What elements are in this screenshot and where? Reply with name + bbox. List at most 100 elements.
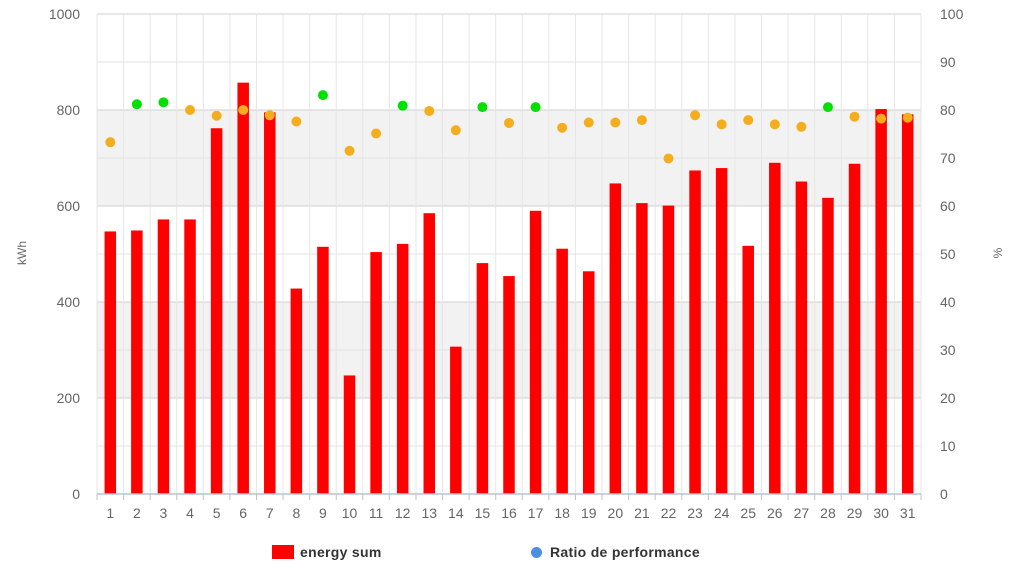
bar-energy-day-8 [290,288,303,494]
legend: energy sum Ratio de performance [0,540,1024,568]
bar-energy-day-25 [742,245,754,494]
bar-energy-day-15 [476,263,489,494]
point-ratio-day-27 [796,121,807,132]
x-tick-label: 31 [900,505,916,521]
energy-bars [104,82,914,495]
legend-item-ratio[interactable]: Ratio de performance [531,544,700,560]
point-ratio-day-31 [902,112,913,123]
x-tick-label: 3 [160,505,168,521]
x-tick-label: 13 [421,505,437,521]
bar-energy-day-20 [609,183,622,494]
left-tick-label: 600 [57,198,81,214]
point-ratio-day-23 [690,110,701,121]
right-tick-label: 40 [940,294,956,310]
bar-energy-day-1 [104,231,117,494]
x-tick-label: 12 [395,505,411,521]
x-tick-label: 19 [581,505,597,521]
bar-energy-day-27 [795,181,808,494]
right-tick-label: 30 [940,342,956,358]
bar-energy-day-2 [131,230,143,495]
point-ratio-day-24 [716,119,727,130]
left-axis-title: kWh [15,241,29,265]
point-ratio-day-5 [211,110,222,121]
bar-energy-day-16 [503,276,515,494]
bar-energy-day-21 [636,203,648,494]
ratio-swatch [531,546,542,558]
bar-energy-day-4 [184,219,196,494]
bar-energy-day-22 [662,205,675,494]
bar-energy-day-9 [317,246,329,494]
left-axis-ticks: 0 200 400 600 800 1000 [49,6,80,502]
bar-energy-day-5 [210,128,223,495]
x-tick-label: 9 [319,505,327,521]
point-ratio-day-15 [477,102,488,113]
point-ratio-day-22 [663,153,674,164]
right-tick-label: 60 [940,198,956,214]
point-ratio-day-2 [131,99,142,110]
x-tick-label: 27 [794,505,810,521]
bar-energy-day-26 [769,162,781,495]
bar-energy-day-28 [822,197,834,494]
bar-energy-day-6 [237,82,249,494]
point-ratio-day-6 [238,105,249,115]
x-tick-label: 10 [342,505,358,521]
point-ratio-day-13 [424,105,435,116]
point-ratio-day-11 [371,128,382,139]
x-tick-label: 1 [106,505,114,521]
x-tick-label: 26 [767,505,783,521]
point-ratio-day-30 [876,113,887,124]
x-tick-label: 29 [847,505,863,521]
bar-energy-day-7 [264,112,276,495]
x-tick-label: 23 [687,505,703,521]
left-tick-label: 400 [57,294,81,310]
point-ratio-day-19 [583,117,594,128]
bar-energy-day-24 [715,168,728,494]
point-ratio-day-16 [504,117,514,128]
left-tick-label: 1000 [49,6,80,22]
bar-energy-day-30 [875,109,887,494]
right-axis-ticks: 0 10 20 30 40 50 60 70 80 90 100 [940,6,964,502]
x-tick-label: 22 [661,505,677,521]
bar-energy-day-14 [450,346,462,494]
point-ratio-day-7 [264,110,275,121]
x-tick-label: 16 [501,505,517,521]
ratio-points [105,90,913,164]
point-ratio-day-20 [610,117,621,128]
x-tick-label: 25 [740,505,756,521]
point-ratio-day-26 [769,119,780,130]
point-ratio-day-12 [397,100,408,111]
legend-item-energy-sum[interactable]: energy sum [272,544,382,560]
bar-energy-day-10 [343,375,356,494]
bar-energy-day-31 [901,114,914,494]
x-tick-label: 6 [239,505,247,521]
bar-energy-day-17 [529,210,542,495]
right-tick-label: 80 [940,102,956,118]
point-ratio-day-3 [158,97,169,108]
x-tick-label: 24 [714,505,730,521]
point-ratio-day-29 [849,111,860,122]
point-ratio-day-8 [291,116,302,127]
x-tick-label: 14 [448,505,464,521]
left-tick-label: 800 [57,102,81,118]
right-axis-title: % [991,247,1005,258]
right-tick-label: 70 [940,150,956,166]
x-tick-label: 7 [266,505,274,521]
x-axis-ticks: 1 2 3 4 5 6 7 8 9 10 11 12 13 14 15 16 17 18 19 20 21 22 23 24 2… [106,505,915,521]
bar-energy-day-23 [689,170,701,495]
right-tick-label: 100 [940,6,964,22]
bar-energy-day-18 [556,248,568,494]
point-ratio-day-14 [450,125,461,136]
point-ratio-day-9 [317,90,328,101]
x-tick-label: 21 [634,505,650,521]
legend-label-energy-sum: energy sum [300,544,382,560]
x-tick-label: 28 [820,505,836,521]
point-ratio-day-25 [743,115,754,126]
right-tick-label: 90 [940,54,956,70]
x-tick-label: 15 [475,505,491,521]
x-tick-label: 11 [369,505,384,521]
point-ratio-day-10 [344,145,355,156]
point-ratio-day-4 [185,105,196,115]
right-tick-label: 10 [940,438,956,454]
bar-energy-day-29 [848,163,861,494]
